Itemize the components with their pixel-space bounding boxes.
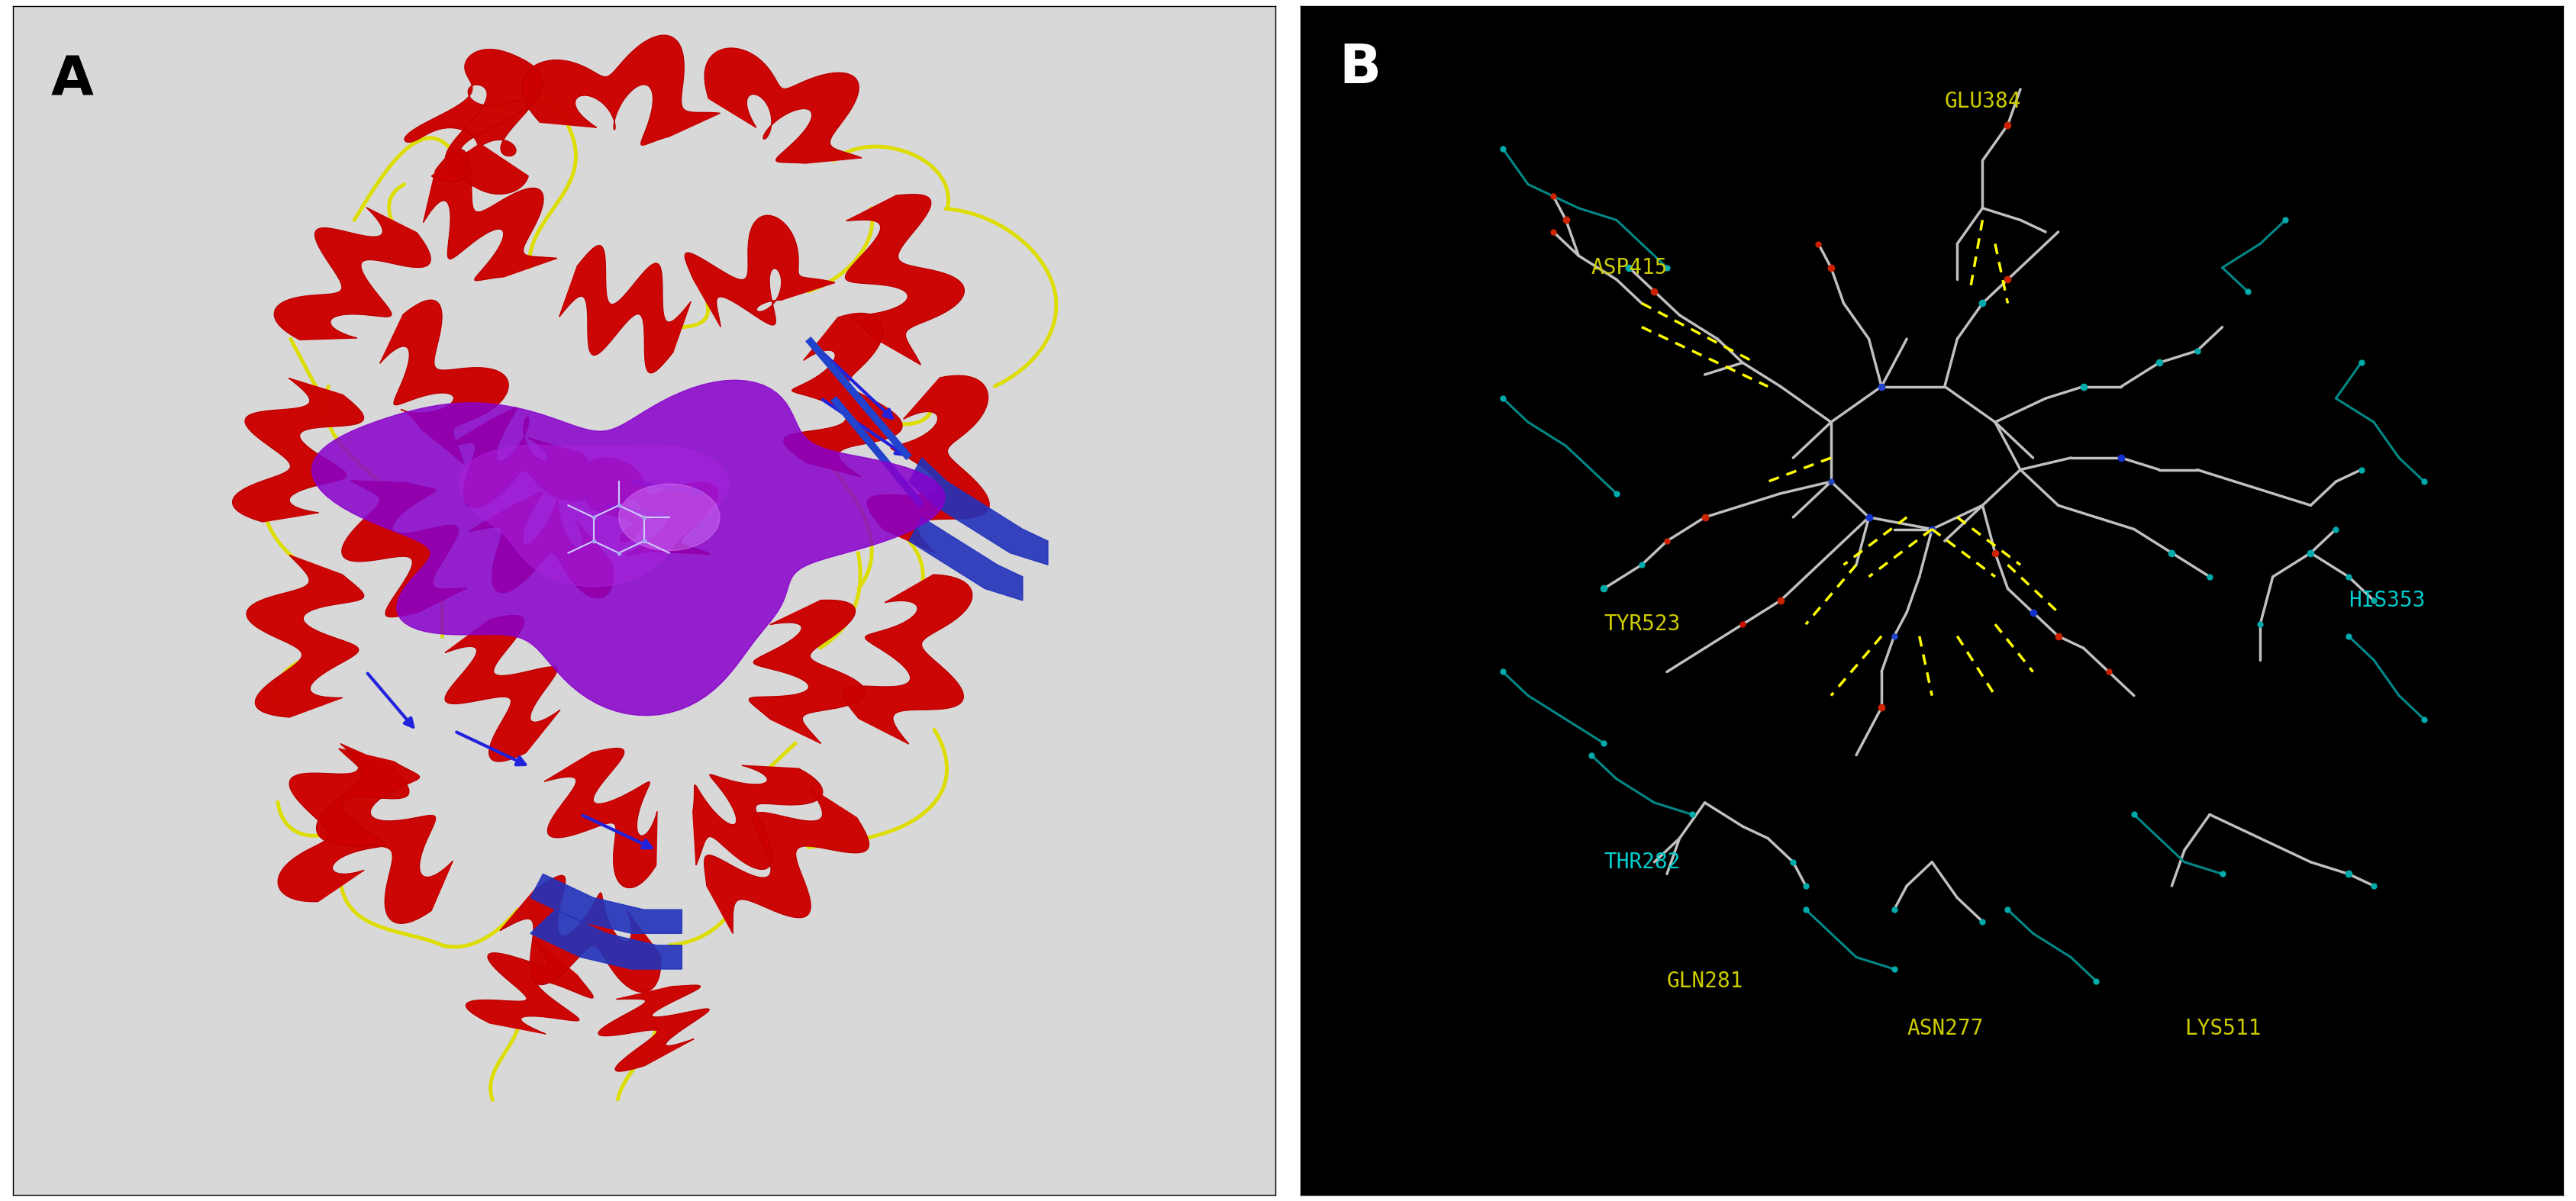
Polygon shape xyxy=(750,600,866,743)
Polygon shape xyxy=(312,381,945,716)
Text: B: B xyxy=(1340,42,1381,95)
Polygon shape xyxy=(446,615,559,761)
Polygon shape xyxy=(685,215,835,327)
Polygon shape xyxy=(531,909,683,969)
Text: THR282: THR282 xyxy=(1605,852,1680,873)
Text: GLU384: GLU384 xyxy=(1945,90,2022,112)
Polygon shape xyxy=(379,300,507,464)
Polygon shape xyxy=(232,378,363,522)
Polygon shape xyxy=(845,195,963,365)
Polygon shape xyxy=(909,458,1048,564)
Polygon shape xyxy=(909,518,1023,600)
Polygon shape xyxy=(580,458,719,556)
Polygon shape xyxy=(317,748,453,924)
Polygon shape xyxy=(598,985,708,1071)
Text: A: A xyxy=(52,54,93,106)
Polygon shape xyxy=(559,245,690,374)
Polygon shape xyxy=(544,748,657,888)
Polygon shape xyxy=(469,492,613,598)
Polygon shape xyxy=(842,574,971,743)
Text: ASP415: ASP415 xyxy=(1592,257,1667,279)
Polygon shape xyxy=(706,48,860,163)
Polygon shape xyxy=(618,484,719,550)
Polygon shape xyxy=(247,555,363,717)
Text: TYR523: TYR523 xyxy=(1605,614,1680,635)
Polygon shape xyxy=(531,874,683,933)
Polygon shape xyxy=(693,765,822,870)
Polygon shape xyxy=(422,149,556,281)
Text: LYS511: LYS511 xyxy=(2184,1018,2262,1039)
Polygon shape xyxy=(868,376,989,552)
Text: ASN277: ASN277 xyxy=(1906,1018,1984,1039)
Text: HIS353: HIS353 xyxy=(2349,590,2424,611)
Polygon shape xyxy=(343,480,466,617)
Polygon shape xyxy=(404,49,541,195)
Polygon shape xyxy=(703,788,868,933)
Polygon shape xyxy=(783,313,902,477)
Polygon shape xyxy=(523,35,721,145)
Polygon shape xyxy=(459,446,729,586)
Polygon shape xyxy=(273,208,430,340)
Polygon shape xyxy=(443,407,595,508)
Polygon shape xyxy=(500,876,662,992)
Polygon shape xyxy=(278,743,410,902)
Polygon shape xyxy=(466,939,592,1034)
Text: GLN281: GLN281 xyxy=(1667,970,1744,992)
